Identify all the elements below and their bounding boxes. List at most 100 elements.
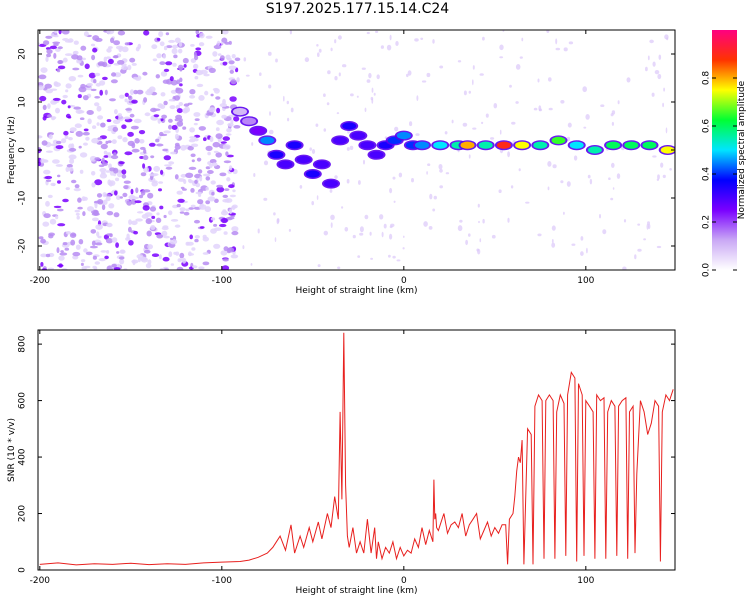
noise-speckle	[163, 100, 168, 106]
noise-speckle	[220, 250, 228, 256]
noise-speckle	[45, 56, 49, 62]
noise-speckle	[611, 121, 615, 126]
y-tick-label: 400	[18, 448, 28, 465]
noise-speckle	[222, 258, 229, 262]
noise-speckle	[94, 102, 100, 107]
noise-speckle	[187, 253, 195, 256]
noise-speckle	[647, 55, 650, 61]
noise-speckle	[111, 72, 117, 77]
noise-speckle	[96, 122, 100, 126]
noise-speckle	[317, 52, 320, 57]
noise-speckle	[168, 39, 176, 43]
noise-speckle	[138, 194, 144, 199]
noise-speckle	[97, 235, 102, 239]
noise-speckle	[194, 235, 200, 239]
noise-speckle	[45, 200, 50, 207]
noise-speckle	[73, 106, 81, 110]
noise-speckle	[174, 37, 181, 44]
ridge-point	[269, 151, 284, 159]
noise-speckle	[205, 166, 211, 170]
noise-speckle	[358, 180, 361, 185]
noise-speckle	[51, 116, 55, 121]
y-axis-label: SNR (10 * v/v)	[7, 418, 17, 482]
noise-speckle	[174, 224, 181, 228]
noise-speckle	[60, 250, 64, 253]
noise-speckle	[123, 116, 131, 120]
noise-speckle	[117, 30, 126, 36]
noise-speckle	[106, 56, 111, 59]
ridge-point	[251, 127, 266, 135]
noise-speckle	[71, 143, 75, 150]
noise-speckle	[183, 103, 190, 107]
noise-speckle	[69, 158, 75, 164]
noise-speckle	[326, 102, 330, 106]
noise-speckle	[509, 84, 512, 88]
noise-speckle	[366, 31, 370, 35]
noise-speckle	[72, 67, 80, 71]
noise-speckle	[91, 182, 96, 188]
noise-speckle	[105, 170, 111, 173]
noise-speckle	[119, 94, 125, 99]
noise-speckle	[220, 41, 224, 45]
noise-speckle	[94, 157, 101, 161]
noise-speckle	[98, 258, 106, 262]
noise-speckle	[221, 114, 227, 119]
noise-speckle	[168, 98, 176, 102]
noise-speckle	[124, 98, 128, 103]
noise-speckle	[231, 226, 239, 232]
noise-speckle	[571, 243, 576, 246]
noise-speckle	[83, 142, 88, 146]
noise-speckle	[62, 242, 68, 246]
noise-speckle	[478, 220, 480, 224]
noise-speckle	[61, 138, 67, 144]
noise-speckle	[433, 195, 437, 200]
noise-speckle	[103, 150, 108, 155]
noise-speckle	[100, 143, 108, 150]
noise-speckle	[663, 87, 665, 92]
noise-speckle	[211, 162, 218, 167]
noise-speckle	[316, 44, 319, 47]
noise-speckle	[426, 171, 428, 175]
noise-speckle	[666, 37, 669, 41]
noise-speckle	[66, 164, 73, 168]
noise-speckle	[91, 54, 96, 61]
noise-speckle	[158, 254, 162, 260]
noise-speckle	[117, 60, 125, 65]
colorbar-tick-label: 0.8	[702, 71, 712, 86]
noise-speckle	[179, 83, 183, 87]
noise-speckle	[110, 37, 115, 44]
noise-speckle	[84, 265, 91, 269]
noise-speckle	[91, 137, 100, 144]
noise-speckle	[220, 55, 225, 61]
noise-speckle	[205, 186, 209, 191]
noise-speckle	[165, 61, 173, 66]
noise-speckle	[223, 231, 228, 235]
noise-speckle	[133, 89, 138, 95]
noise-speckle	[511, 121, 516, 125]
noise-speckle	[337, 266, 341, 270]
noise-speckle	[552, 164, 557, 169]
noise-speckle	[62, 198, 69, 203]
noise-speckle	[209, 136, 214, 143]
noise-speckle	[334, 39, 337, 44]
noise-speckle	[229, 208, 233, 215]
noise-speckle	[81, 57, 86, 61]
noise-speckle	[205, 176, 211, 181]
noise-speckle	[207, 196, 216, 202]
noise-speckle	[651, 92, 655, 97]
noise-speckle	[251, 142, 254, 146]
y-tick-label: 800	[18, 335, 28, 352]
noise-speckle	[268, 84, 272, 89]
noise-speckle	[38, 135, 43, 139]
noise-speckle	[169, 76, 174, 82]
noise-speckle	[93, 200, 101, 204]
noise-speckle	[191, 159, 195, 163]
noise-speckle	[82, 95, 89, 101]
noise-speckle	[61, 99, 67, 105]
noise-speckle	[479, 73, 484, 76]
noise-speckle	[53, 205, 62, 209]
noise-speckle	[187, 145, 194, 151]
noise-speckle	[142, 71, 148, 76]
noise-speckle	[665, 127, 668, 134]
noise-speckle	[432, 39, 435, 44]
